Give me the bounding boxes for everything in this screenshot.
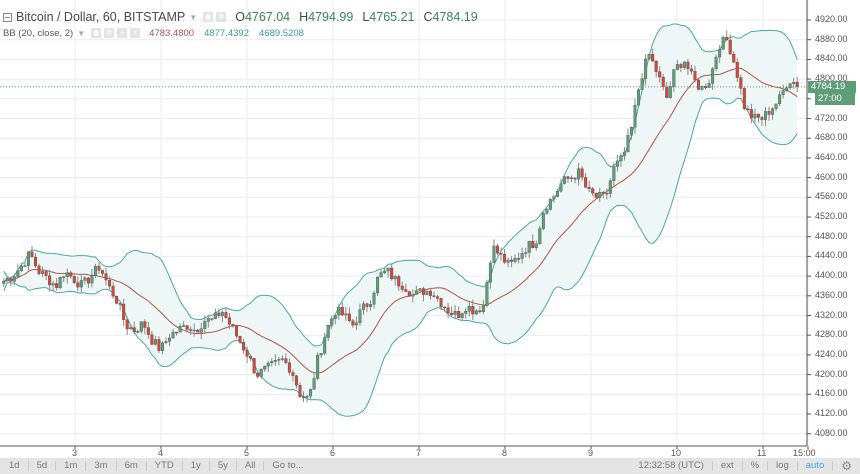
price-tick: 4280.00 (815, 329, 848, 340)
percent-toggle[interactable]: % (741, 461, 767, 471)
bb-upper-value: 4877.4392 (204, 27, 249, 39)
indicator-label[interactable]: BB (20, close, 2) (3, 27, 74, 39)
time-tick: 10 (671, 448, 682, 458)
low-value: L4765.21 (362, 10, 415, 24)
symbol-row: Bitcoin / Dollar, 60, BITSTAMP ▼ ◉ ✲ O47… (3, 9, 478, 25)
price-tick: 4560.00 (815, 191, 848, 202)
symbol-dropdown-icon[interactable]: ▼ (189, 12, 198, 22)
gear-icon[interactable]: ⚙ (832, 460, 860, 472)
range-ytd[interactable]: YTD (147, 461, 183, 471)
price-tick: 4400.00 (815, 270, 848, 281)
price-tick: 4360.00 (815, 289, 848, 300)
indicator-row: BB (20, close, 2) ▼ ◉ ✲ + × 4783.4800 48… (3, 27, 314, 39)
range-1y[interactable]: 1y (183, 461, 210, 471)
log-toggle[interactable]: log (767, 461, 797, 471)
range-6m[interactable]: 6m (117, 461, 147, 471)
eye-icon[interactable]: ◉ (91, 28, 102, 38)
ext-toggle[interactable]: ext (711, 461, 742, 471)
gear-icon[interactable]: ✲ (216, 12, 227, 22)
time-tick: 15:00 (793, 448, 816, 458)
range-3m[interactable]: 3m (86, 461, 117, 471)
time-tick: 8 (502, 448, 508, 458)
price-tick: 4320.00 (815, 309, 848, 320)
time-tick: 9 (588, 448, 594, 458)
price-tick: 4800.00 (815, 73, 848, 84)
price-tick: 4080.00 (815, 427, 848, 438)
price-tick: 4640.00 (815, 151, 848, 162)
symbol-title[interactable]: Bitcoin / Dollar, 60, BITSTAMP (16, 10, 186, 24)
bb-lower-value: 4689.5208 (259, 27, 304, 39)
time-tick: 11 (757, 448, 767, 458)
collapse-legend-icon[interactable] (3, 12, 12, 22)
indicator-dropdown-icon[interactable]: ▼ (77, 28, 86, 38)
price-tick: 4880.00 (815, 33, 848, 44)
price-tick: 4440.00 (815, 250, 848, 261)
time-tick: 3 (72, 448, 78, 458)
price-tick: 4520.00 (815, 211, 848, 221)
price-tick: 4600.00 (815, 171, 848, 182)
range-5d[interactable]: 5d (29, 461, 57, 471)
high-value: H4794.99 (299, 10, 354, 24)
range-all[interactable]: All (237, 461, 265, 471)
range-5y[interactable]: 5y (210, 461, 237, 471)
last-price-tag: 4784.19 (808, 81, 856, 93)
price-tick: 4120.00 (815, 408, 848, 418)
close-value: C4784.19 (423, 10, 478, 24)
bb-basis-value: 4783.4800 (149, 27, 195, 39)
price-tick: 4840.00 (815, 53, 848, 64)
open-value: O4767.04 (235, 10, 291, 24)
close-icon[interactable]: × (130, 28, 141, 38)
bar-countdown-tag: 27:00 (815, 93, 855, 105)
goto-button[interactable]: Go to... (272, 460, 304, 471)
price-tick: 4240.00 (815, 348, 848, 359)
price-tick: 4680.00 (815, 132, 848, 143)
time-tick: 5 (244, 448, 250, 458)
price-tick: 4920.00 (815, 14, 848, 24)
time-tick: 6 (330, 448, 336, 458)
utc-clock[interactable]: 12:32:58 (UTC) (638, 460, 704, 471)
bottom-toolbar: 1d 5d 1m 3m 6m YTD 1y 5y All Go to... 12… (0, 458, 860, 474)
gear-icon[interactable]: ✲ (104, 28, 115, 38)
time-tick: 7 (416, 448, 422, 458)
price-tick: 4480.00 (815, 230, 848, 241)
auto-toggle[interactable]: auto (796, 461, 833, 471)
plus-icon[interactable]: + (117, 28, 128, 38)
range-1m[interactable]: 1m (56, 461, 87, 471)
chart-legend: Bitcoin / Dollar, 60, BITSTAMP ▼ ◉ ✲ O47… (0, 0, 800, 40)
price-tick: 4720.00 (815, 112, 848, 123)
range-1d[interactable]: 1d (0, 461, 29, 471)
price-tick: 4160.00 (815, 388, 848, 399)
time-tick: 4 (158, 448, 164, 458)
ohlc-values: O4767.04 H4794.99 L4765.21 C4784.19 (235, 10, 478, 24)
eye-icon[interactable]: ◉ (203, 12, 214, 22)
price-tick: 4200.00 (815, 368, 848, 379)
